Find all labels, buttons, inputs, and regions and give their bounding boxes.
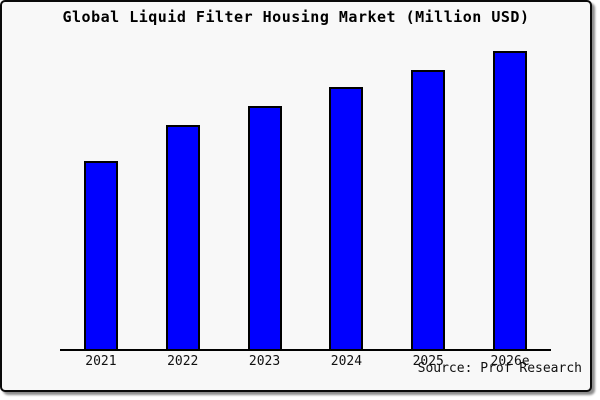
- source-note: Source: Prof Research: [417, 361, 582, 376]
- x-tick-label-2023: 2023: [248, 354, 281, 369]
- plot-area: [60, 51, 551, 351]
- x-tick-label-2021: 2021: [85, 354, 117, 369]
- chart-title: Global Liquid Filter Housing Market (Mil…: [62, 8, 530, 26]
- bar-2025: [411, 70, 446, 349]
- chart-card: Global Liquid Filter Housing Market (Mil…: [0, 0, 592, 392]
- bar-2023: [247, 106, 282, 349]
- x-tick-label-2024: 2024: [330, 354, 363, 369]
- bar-2024: [329, 87, 364, 349]
- bar-2026e: [493, 51, 528, 349]
- bar-2022: [165, 125, 200, 349]
- x-tick-label-2022: 2022: [167, 354, 199, 369]
- bar-2021: [83, 161, 118, 349]
